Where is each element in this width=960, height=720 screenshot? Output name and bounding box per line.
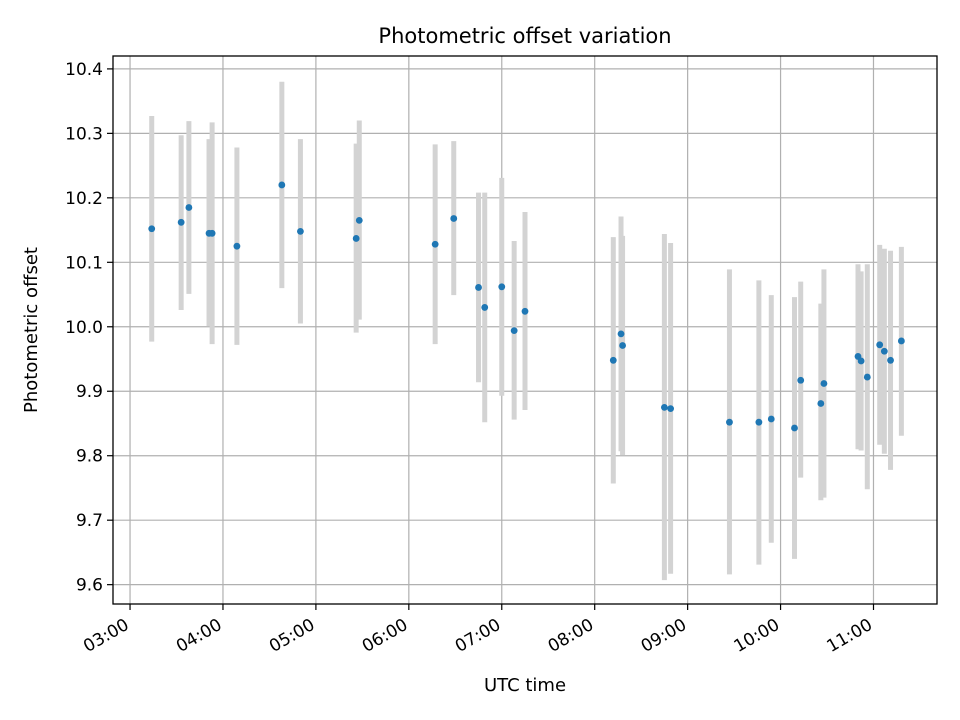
data-point xyxy=(726,418,733,426)
data-point xyxy=(233,242,241,250)
y-tick-label: 10.4 xyxy=(65,60,103,80)
y-axis-ticks: 9.6 9.7 9.8 9.9 10.0 10.1 10.2 10.3 10.4 xyxy=(65,60,113,596)
y-tick-label: 9.6 xyxy=(76,576,103,596)
y-tick-label: 10.2 xyxy=(65,189,103,209)
data-point xyxy=(876,341,884,349)
x-axis-label: UTC time xyxy=(484,675,566,696)
data-point xyxy=(177,218,185,226)
y-tick-label: 10.3 xyxy=(65,124,103,144)
y-tick-label: 9.9 xyxy=(76,382,103,402)
data-point xyxy=(617,330,625,338)
data-point xyxy=(619,342,626,349)
data-point xyxy=(498,283,506,291)
data-point xyxy=(667,405,674,413)
data-point xyxy=(185,204,193,211)
data-point xyxy=(797,376,805,384)
data-points xyxy=(148,181,905,432)
y-tick-label: 9.8 xyxy=(76,447,103,467)
y-tick-label: 9.7 xyxy=(76,511,103,531)
data-point xyxy=(431,240,439,248)
y-tick-label: 10.1 xyxy=(65,253,103,273)
data-point xyxy=(863,373,871,381)
data-point xyxy=(352,235,360,242)
data-point xyxy=(450,215,458,222)
data-point xyxy=(481,304,489,311)
data-point xyxy=(148,225,156,233)
data-point xyxy=(510,327,518,335)
chart-title: Photometric offset variation xyxy=(378,24,671,48)
data-point xyxy=(897,337,905,345)
data-point xyxy=(609,356,617,364)
data-point xyxy=(521,307,529,315)
data-point xyxy=(767,415,775,423)
data-point xyxy=(755,418,763,426)
data-point xyxy=(660,403,668,411)
data-point xyxy=(817,400,825,407)
data-point xyxy=(887,356,894,364)
data-point xyxy=(208,229,216,237)
data-point xyxy=(297,227,304,235)
data-point xyxy=(475,284,482,291)
data-point xyxy=(880,347,888,355)
y-axis-label: Photometric offset xyxy=(21,247,42,413)
y-tick-label: 10.0 xyxy=(65,318,103,338)
data-point xyxy=(820,380,828,387)
data-point xyxy=(278,181,286,189)
data-point xyxy=(355,217,363,224)
data-point xyxy=(791,424,798,432)
plot-frame xyxy=(112,55,938,605)
data-point xyxy=(857,357,865,365)
